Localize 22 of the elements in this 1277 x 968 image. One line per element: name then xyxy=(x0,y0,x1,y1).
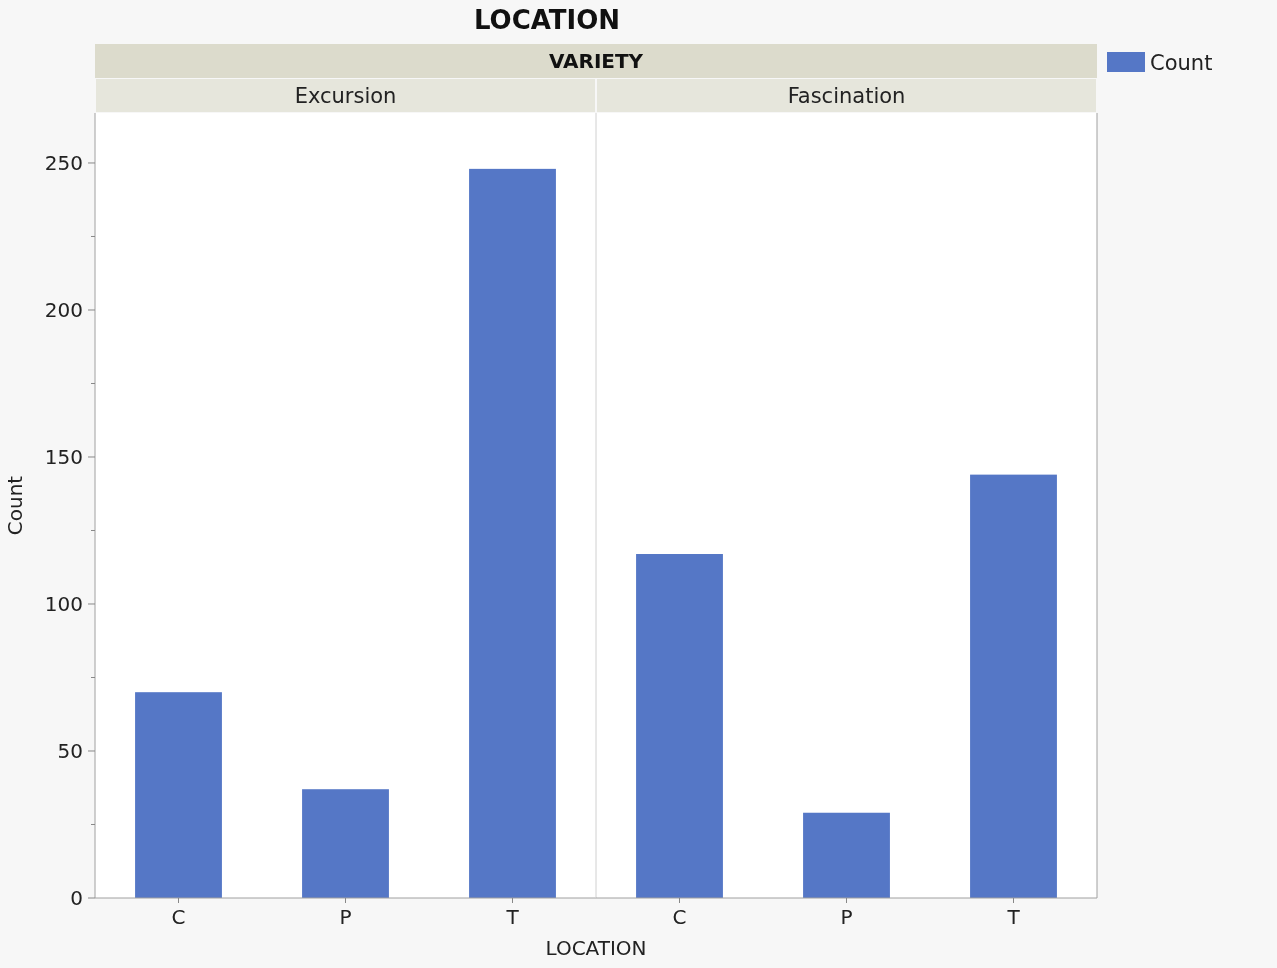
chart-title: Fascination xyxy=(787,84,906,108)
y-tick-label: 100 xyxy=(44,591,83,616)
x-axis-title: LOCATION xyxy=(545,936,647,960)
y-axis-title: Count xyxy=(3,475,27,536)
y-tick-label: 200 xyxy=(44,297,83,322)
x-tick-label: T xyxy=(1006,905,1021,929)
y-tick-label: 250 xyxy=(44,150,83,175)
y-tick-label: 50 xyxy=(57,739,83,763)
chart-title: Excursion xyxy=(294,84,397,108)
x-tick-label: C xyxy=(171,905,186,929)
x-tick-label: C xyxy=(672,905,687,929)
x-tick-label: T xyxy=(505,905,520,929)
bar xyxy=(302,789,389,898)
text: VARIETY xyxy=(548,49,644,73)
legend-label: Count xyxy=(1150,51,1213,75)
y-tick-label: 0 xyxy=(70,886,83,910)
text: LOCATION xyxy=(473,5,621,35)
x-tick-label: P xyxy=(840,905,853,929)
x-tick-label: P xyxy=(339,905,352,929)
bar xyxy=(135,692,222,898)
bar xyxy=(469,168,556,898)
y-tick-label: 150 xyxy=(44,444,83,469)
